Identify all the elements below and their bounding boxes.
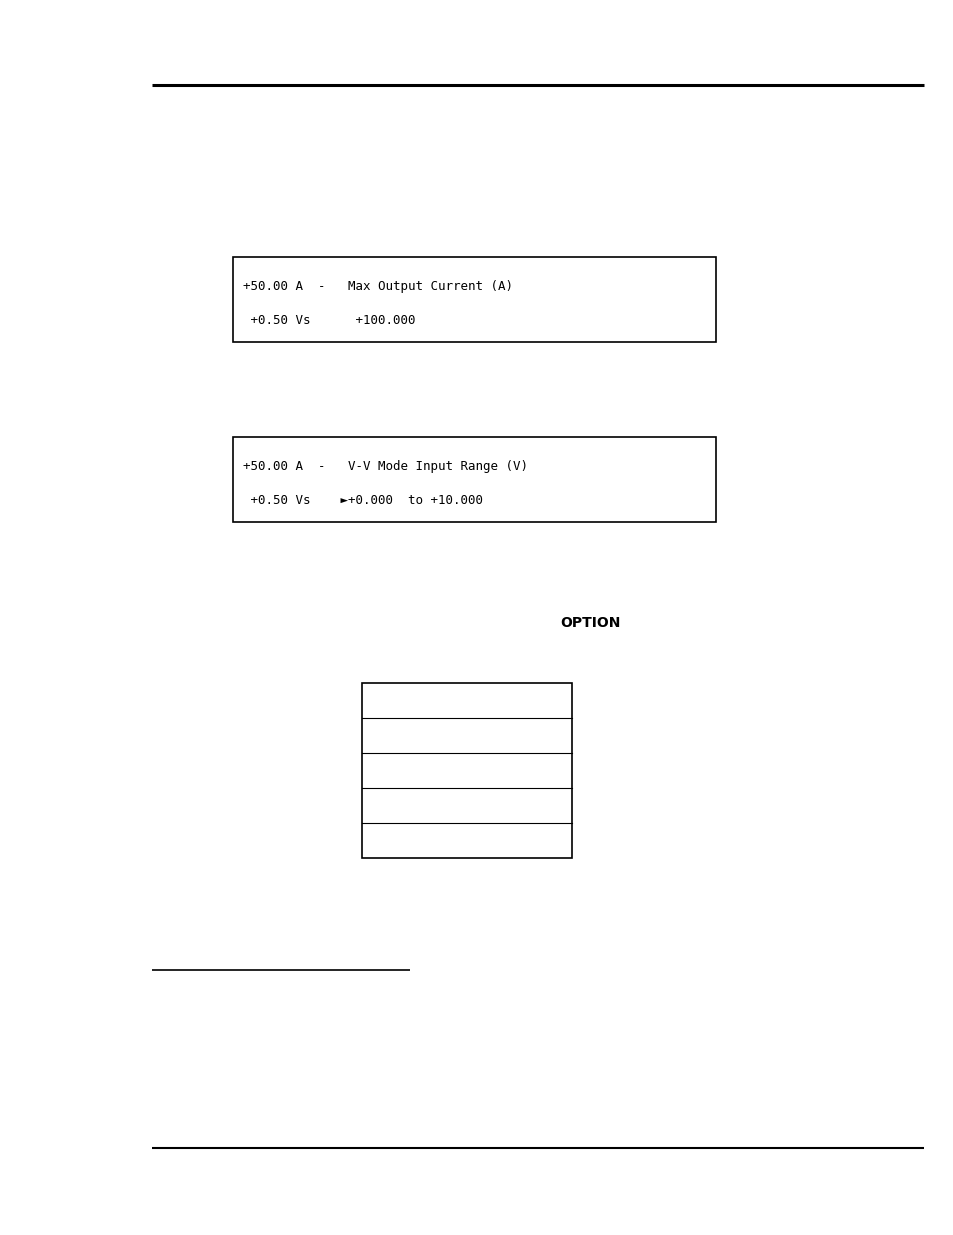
Text: +0.50 Vs      +100.000: +0.50 Vs +100.000 bbox=[243, 314, 416, 327]
Bar bbox=[233, 257, 716, 342]
Bar bbox=[361, 683, 572, 858]
Bar bbox=[233, 437, 716, 522]
Text: +50.00 A  -   V-V Mode Input Range (V): +50.00 A - V-V Mode Input Range (V) bbox=[243, 461, 527, 473]
Text: +50.00 A  -   Max Output Current (A): +50.00 A - Max Output Current (A) bbox=[243, 280, 513, 293]
Text: OPTION: OPTION bbox=[559, 616, 619, 630]
Text: +0.50 Vs    ►+0.000  to +10.000: +0.50 Vs ►+0.000 to +10.000 bbox=[243, 494, 482, 508]
